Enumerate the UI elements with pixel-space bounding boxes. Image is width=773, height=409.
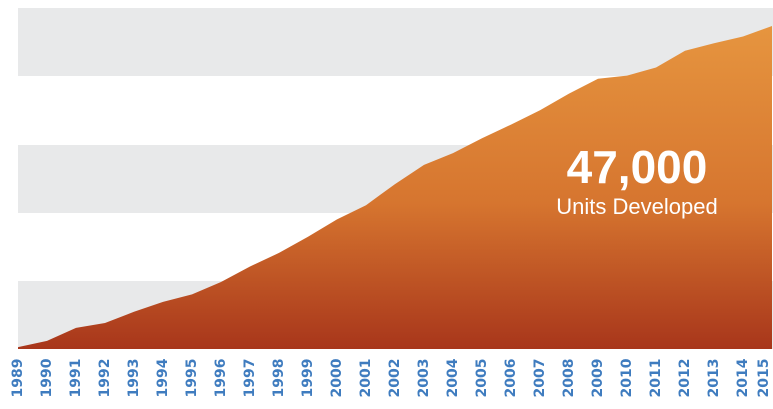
x-tick-label: 1994	[155, 358, 171, 397]
x-axis-ticks: 1989 1990 1991 1992 1993 1994 1995 1996 1997 1998…	[10, 358, 772, 397]
callout: 47,000 Units Developed	[556, 141, 717, 219]
x-tick-label: 2013	[706, 359, 722, 398]
x-tick-label: 2005	[474, 359, 490, 398]
x-tick-label: 1996	[213, 359, 229, 398]
x-tick-label: 1995	[184, 359, 200, 398]
x-tick-label: 1991	[68, 359, 84, 398]
x-tick-label: 2004	[445, 358, 461, 397]
x-tick-label: 2015	[756, 359, 772, 398]
x-tick-label: 2003	[416, 359, 432, 398]
x-tick-label: 2001	[358, 359, 374, 398]
x-tick-label: 1990	[39, 358, 55, 397]
x-tick-label: 2009	[590, 359, 606, 398]
x-tick-label: 2011	[648, 359, 664, 398]
x-tick-label: 2002	[387, 359, 403, 398]
x-tick-label: 1993	[126, 359, 142, 398]
callout-value: 47,000	[567, 141, 708, 193]
x-tick-label: 2012	[677, 359, 693, 398]
x-tick-label: 1997	[242, 359, 258, 398]
x-tick-label: 1989	[10, 359, 26, 398]
x-tick-label: 2006	[503, 359, 519, 398]
callout-label: Units Developed	[556, 194, 717, 219]
x-tick-label: 2014	[735, 358, 751, 397]
area-series	[18, 26, 772, 349]
x-tick-label: 1992	[97, 359, 113, 398]
x-tick-label: 2007	[532, 359, 548, 398]
grid-band	[18, 8, 773, 76]
x-tick-label: 2010	[619, 358, 635, 397]
x-tick-label: 1999	[300, 359, 316, 398]
x-tick-label: 2000	[329, 358, 345, 397]
x-tick-label: 2008	[561, 359, 577, 398]
x-tick-label: 1998	[271, 359, 287, 398]
